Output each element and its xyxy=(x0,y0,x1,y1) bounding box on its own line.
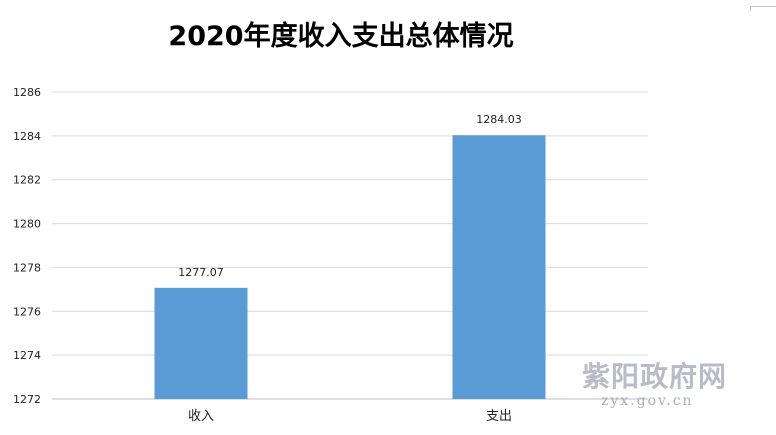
bar xyxy=(452,135,546,399)
y-axis-ticks: 1272 1274 1276 1278 1280 1282 1284 1286 xyxy=(13,86,41,406)
y-tick-label: 1284 xyxy=(13,130,41,143)
chart-title: 2020年度收入支出总体情况 xyxy=(168,21,514,52)
y-tick-label: 1276 xyxy=(13,305,41,318)
y-tick-label: 1274 xyxy=(13,349,41,362)
bars xyxy=(154,135,546,399)
data-label: 1277.07 xyxy=(178,266,224,279)
y-tick-label: 1286 xyxy=(13,86,41,99)
gridlines xyxy=(52,91,648,400)
y-tick-label: 1282 xyxy=(13,174,41,187)
y-tick-label: 1278 xyxy=(13,261,41,274)
x-axis-labels: 收入 支出 xyxy=(188,409,512,424)
watermark-url: zyx.gov.cn xyxy=(601,393,694,409)
x-category-label: 支出 xyxy=(486,409,512,424)
x-category-label: 收入 xyxy=(188,409,214,424)
data-label: 1284.03 xyxy=(476,113,522,126)
data-labels: 1277.07 1284.03 xyxy=(178,113,522,279)
corner-mark xyxy=(750,6,776,11)
y-tick-label: 1272 xyxy=(13,393,41,406)
bar xyxy=(154,287,248,399)
y-tick-label: 1280 xyxy=(13,218,41,231)
watermark-name: 紫阳政府网 xyxy=(582,360,728,393)
